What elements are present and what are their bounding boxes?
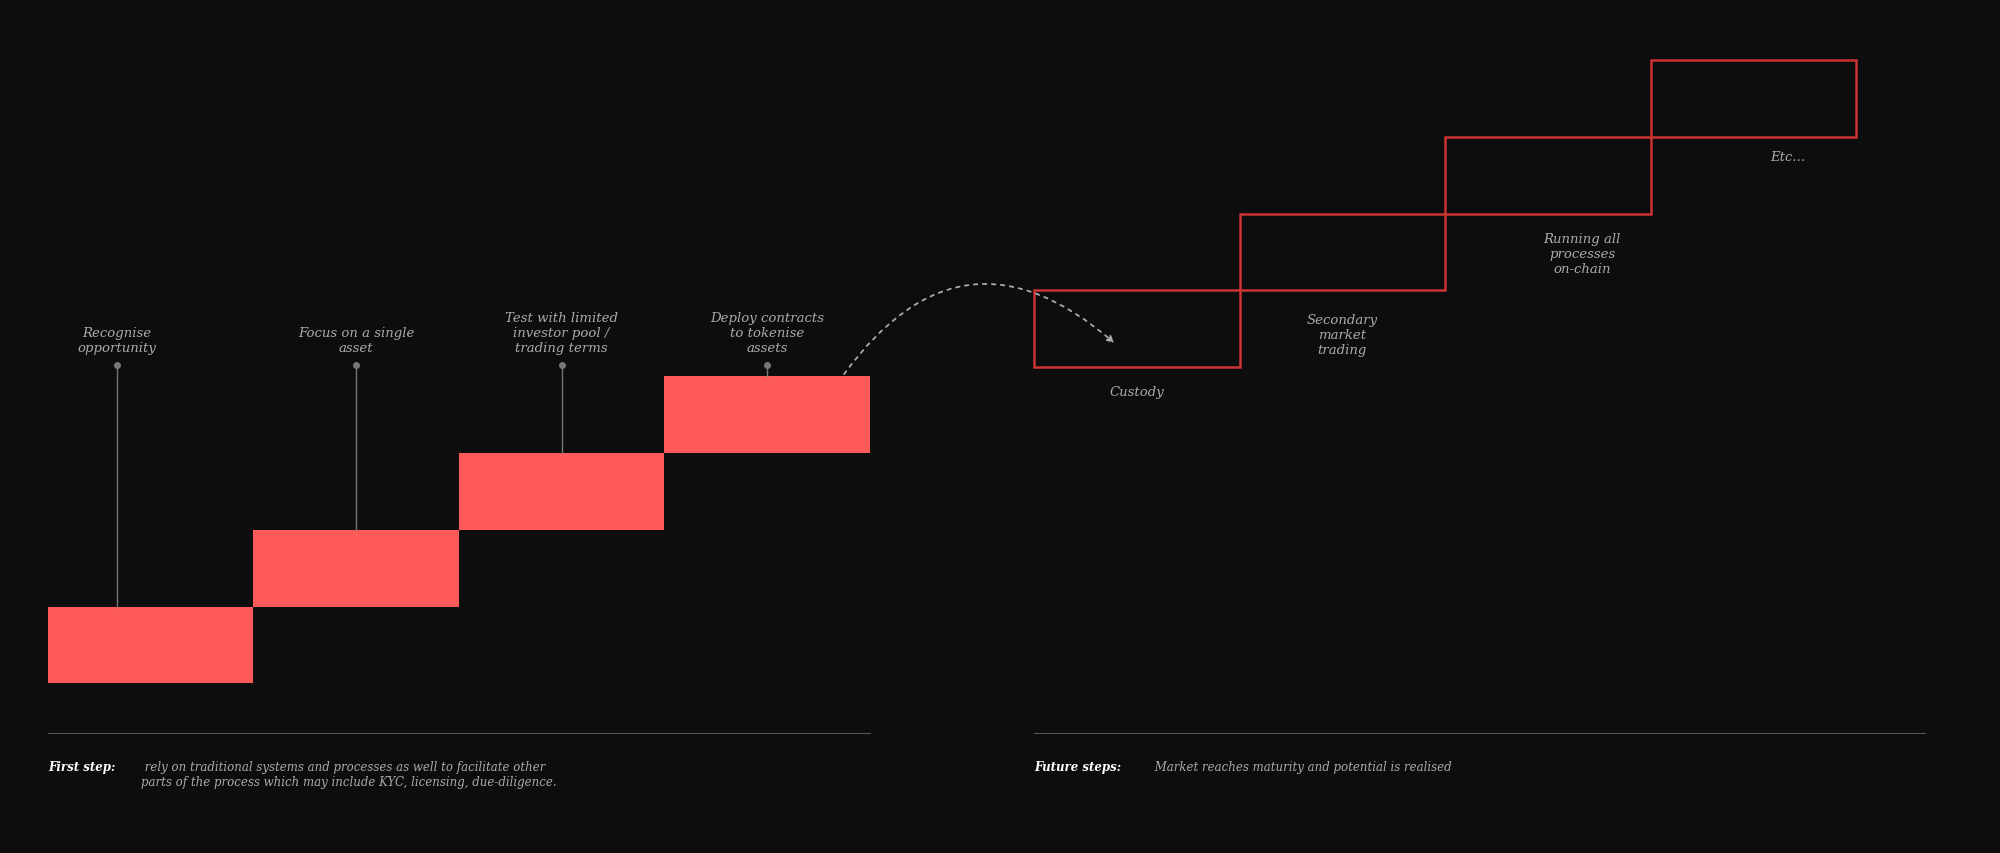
Text: Etc...: Etc... xyxy=(1770,151,1806,165)
Text: First step:: First step: xyxy=(48,760,116,774)
Bar xyxy=(1240,214,1446,291)
Bar xyxy=(664,377,870,454)
Text: Running all
processes
on-chain: Running all processes on-chain xyxy=(1544,233,1620,276)
Text: Recognise
opportunity: Recognise opportunity xyxy=(78,327,156,354)
Text: Market reaches maturity and potential is realised: Market reaches maturity and potential is… xyxy=(1150,760,1452,774)
Bar xyxy=(254,531,458,607)
Bar xyxy=(458,454,664,531)
Text: Custody: Custody xyxy=(1110,386,1164,399)
Bar xyxy=(1650,61,1856,138)
Bar xyxy=(48,607,254,683)
Bar xyxy=(1446,138,1650,214)
Bar xyxy=(1034,291,1240,368)
Text: Secondary
market
trading: Secondary market trading xyxy=(1306,314,1378,357)
Text: Future steps:: Future steps: xyxy=(1034,760,1122,774)
Text: rely on traditional systems and processes as well to facilitate other
parts of t: rely on traditional systems and processe… xyxy=(142,760,556,788)
Text: Focus on a single
asset: Focus on a single asset xyxy=(298,327,414,354)
Text: Deploy contracts
to tokenise
assets: Deploy contracts to tokenise assets xyxy=(710,311,824,354)
Text: Test with limited
investor pool /
trading terms: Test with limited investor pool / tradin… xyxy=(506,311,618,354)
